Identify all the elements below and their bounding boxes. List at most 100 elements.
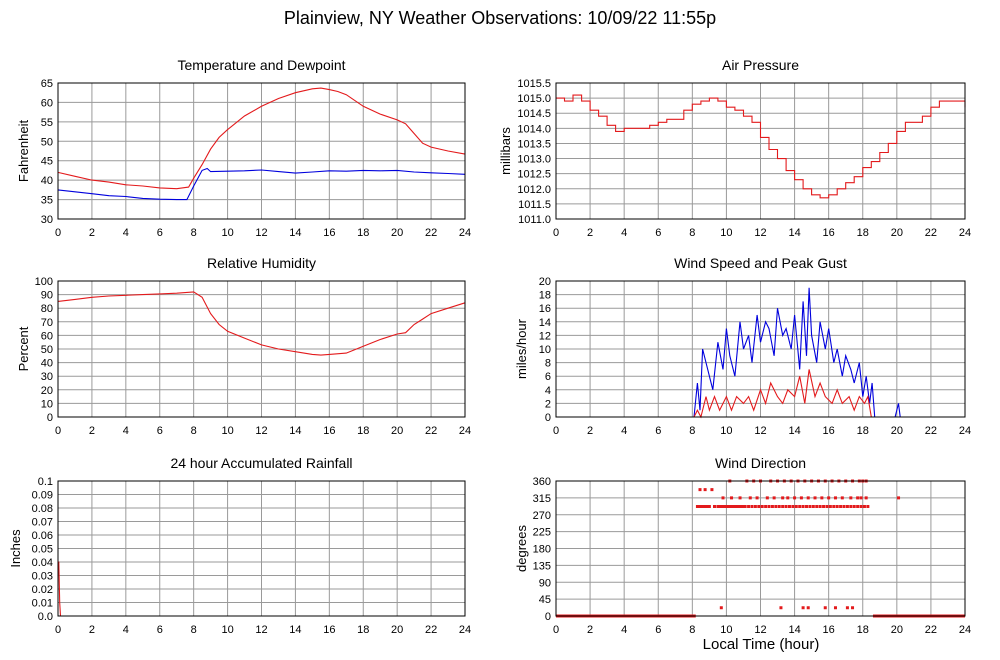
- data-point: [794, 505, 798, 508]
- data-point: [698, 488, 702, 492]
- x-tick-label: 24: [459, 624, 471, 636]
- data-point: [779, 606, 783, 610]
- data-point: [726, 505, 730, 508]
- chart-title: Temperature and Dewpoint: [177, 57, 345, 73]
- x-tick-label: 10: [720, 227, 732, 239]
- y-tick-label: 90: [41, 290, 53, 302]
- y-tick-label: 315: [533, 493, 551, 505]
- x-tick-label: 16: [323, 425, 335, 437]
- data-point: [712, 505, 716, 508]
- y-tick-label: 225: [533, 527, 551, 539]
- x-tick-label: 12: [754, 227, 766, 239]
- x-tick-label: 18: [357, 624, 369, 636]
- data-point: [859, 505, 863, 508]
- x-tick-label: 8: [191, 624, 197, 636]
- x-tick-label: 16: [823, 425, 835, 437]
- x-tick-label: 20: [891, 624, 903, 636]
- data-point: [811, 505, 815, 508]
- data-point: [721, 496, 725, 500]
- x-tick-label: 6: [655, 425, 661, 437]
- x-tick-label: 0: [553, 227, 559, 239]
- y-axis-label: Inches: [8, 529, 23, 568]
- y-tick-label: 0.09: [32, 490, 53, 502]
- x-tick-label: 8: [689, 624, 695, 636]
- data-point: [820, 496, 824, 500]
- chart-title: 24 hour Accumulated Rainfall: [170, 455, 352, 471]
- data-point: [856, 505, 860, 508]
- series-line-0: [57, 291, 466, 356]
- data-point: [793, 496, 797, 500]
- data-point: [823, 606, 827, 610]
- y-tick-label: 40: [41, 175, 53, 187]
- data-point: [706, 505, 710, 508]
- y-tick-label: 30: [41, 371, 53, 383]
- y-tick-label: 14: [539, 317, 551, 329]
- x-tick-label: 4: [621, 624, 627, 636]
- x-tick-label: 0: [55, 425, 61, 437]
- x-tick-label: 2: [587, 624, 593, 636]
- y-tick-label: 10: [41, 398, 53, 410]
- data-point: [839, 505, 843, 508]
- y-tick-label: 100: [35, 276, 53, 288]
- y-tick-label: 0.03: [32, 571, 53, 583]
- data-point: [791, 505, 795, 508]
- data-point: [851, 606, 855, 610]
- y-axis-label: miles/hour: [514, 318, 529, 379]
- data-point: [842, 505, 846, 508]
- chart-title: Relative Humidity: [207, 255, 316, 271]
- x-tick-label: 18: [857, 425, 869, 437]
- data-point: [699, 505, 703, 508]
- y-tick-label: 8: [545, 358, 551, 370]
- y-tick-label: 4: [545, 385, 551, 397]
- x-tick-label: 18: [857, 227, 869, 239]
- data-point: [825, 505, 829, 508]
- y-tick-label: 1013.5: [517, 138, 551, 150]
- x-tick-label: 14: [289, 227, 301, 239]
- plot-frame: [555, 280, 966, 418]
- x-tick-label: 14: [788, 425, 800, 437]
- x-tick-label: 24: [959, 624, 971, 636]
- y-axis-label: Fahrenheit: [16, 120, 31, 183]
- series-line-1: [556, 369, 965, 419]
- y-tick-label: 65: [41, 78, 53, 90]
- y-tick-label: 1012.0: [517, 184, 551, 196]
- data-point: [764, 505, 768, 508]
- data-point: [852, 505, 856, 508]
- x-tick-label: 22: [925, 624, 937, 636]
- x-tick-label: 10: [221, 624, 233, 636]
- data-point: [733, 505, 737, 508]
- y-tick-label: 20: [41, 385, 53, 397]
- y-tick-label: 80: [41, 303, 53, 315]
- x-tick-label: 16: [823, 624, 835, 636]
- x-tick-label: 14: [788, 624, 800, 636]
- plot-frame: [57, 480, 466, 617]
- x-tick-label: 4: [123, 624, 129, 636]
- data-point: [864, 496, 868, 500]
- x-tick-label: 0: [55, 624, 61, 636]
- data-point: [755, 496, 759, 500]
- x-tick-label: 6: [157, 624, 163, 636]
- data-point: [719, 606, 723, 610]
- data-point: [731, 505, 735, 508]
- x-tick-label: 16: [823, 227, 835, 239]
- x-tick-label: 18: [357, 425, 369, 437]
- data-point: [747, 505, 751, 508]
- data-point: [840, 496, 844, 500]
- shared-x-axis-label: Local Time (hour): [702, 636, 820, 653]
- x-tick-label: 4: [123, 227, 129, 239]
- page-title: Plainview, NY Weather Observations: 10/0…: [283, 8, 717, 28]
- x-tick-label: 20: [891, 227, 903, 239]
- data-point: [757, 505, 761, 508]
- y-tick-label: 0.08: [32, 503, 53, 515]
- y-axis-label: Percent: [16, 326, 31, 371]
- data-point: [781, 496, 785, 500]
- y-tick-label: 0.02: [32, 584, 53, 596]
- data-point: [833, 496, 837, 500]
- data-point: [750, 505, 754, 508]
- y-tick-label: 270: [533, 510, 551, 522]
- data-point: [832, 505, 836, 508]
- data-point: [707, 505, 711, 508]
- x-tick-label: 0: [553, 624, 559, 636]
- data-point: [805, 505, 809, 508]
